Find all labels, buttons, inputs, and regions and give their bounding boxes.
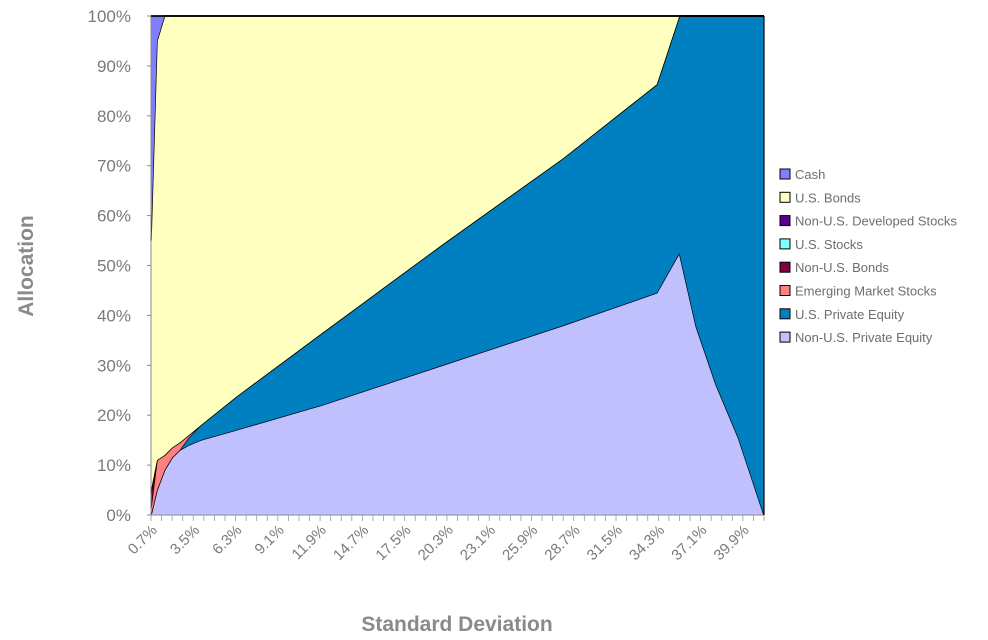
legend-label-non-u-s-bonds: Non-U.S. Bonds (795, 260, 889, 275)
x-tick-label: 14.7% (330, 522, 372, 564)
legend-label-emerging-market-stocks: Emerging Market Stocks (795, 284, 937, 299)
x-tick-label: 11.9% (289, 522, 330, 563)
legend-label-non-u-s-developed-stocks: Non-U.S. Developed Stocks (795, 214, 957, 229)
y-tick-label: 20% (97, 406, 131, 425)
legend-label-u-s-bonds: U.S. Bonds (795, 190, 861, 205)
legend-swatch-emerging-market-stocks (779, 285, 791, 296)
legend-swatch-u-s-private-equity (779, 308, 791, 320)
x-tick-label: 3.5% (167, 522, 203, 558)
x-tick-label: 17.5% (372, 522, 414, 564)
x-tick-label: 0.7% (125, 522, 161, 558)
y-tick-label: 70% (97, 157, 131, 176)
x-tick-label: 25.9% (499, 522, 541, 564)
x-tick-labels: 0.7% 3.5% 6.3% 9.1% 11.9% 14.7% 17.5% 20.3% 23.1… (125, 522, 753, 564)
y-tick-label: 0% (106, 506, 131, 525)
legend-swatch-cash (779, 168, 791, 180)
area-u-s-bonds (151, 16, 764, 491)
x-tick-label: 34.3% (626, 522, 668, 564)
legend-label-cash: Cash (795, 167, 825, 182)
legend: Cash U.S. Bonds Non-U.S. Developed Stocks U… (779, 167, 957, 345)
y-tick-label: 50% (97, 257, 131, 276)
legend-label-non-u-s-private-equity: Non-U.S. Private Equity (795, 330, 933, 345)
legend-label-u-s-private-equity: U.S. Private Equity (795, 307, 905, 322)
x-tick-label: 23.1% (457, 522, 499, 564)
x-tick-label: 31.5% (584, 522, 626, 564)
x-tick-label: 28.7% (541, 522, 583, 564)
area-non-u-s-private-equity (151, 253, 764, 515)
x-axis-title: Standard Deviation (361, 613, 552, 636)
legend-swatch-u-s-stocks (779, 238, 791, 250)
legend-swatch-non-u-s-bonds (779, 261, 791, 273)
x-tick-label: 39.9% (711, 522, 753, 564)
area-u-s-private-equity (151, 16, 764, 515)
legend-label-u-s-stocks: U.S. Stocks (795, 237, 863, 252)
y-tick-label: 10% (97, 456, 131, 475)
x-tick-label: 37.1% (668, 522, 710, 564)
y-tick-label: 80% (97, 107, 131, 126)
legend-swatch-non-u-s-developed-stocks (779, 215, 791, 227)
plot-areas (150, 15, 765, 516)
y-axis-title: Allocation (15, 215, 38, 317)
legend-swatch-u-s-bonds (779, 191, 791, 203)
x-tick-label: 20.3% (415, 522, 457, 564)
y-tick-label: 90% (97, 57, 131, 76)
y-tick-label: 30% (97, 356, 131, 375)
legend-swatch-non-u-s-private-equity (779, 331, 791, 343)
x-tick-label: 9.1% (251, 522, 287, 558)
axes (147, 15, 765, 521)
y-tick-labels: 0% 10% 20% 30% 40% 50% 60% 70% 80% 90% 100% (88, 7, 131, 525)
y-tick-label: 40% (97, 306, 131, 325)
x-tick-label: 6.3% (209, 522, 245, 558)
y-tick-label: 60% (97, 207, 131, 226)
y-tick-label: 100% (88, 7, 131, 26)
